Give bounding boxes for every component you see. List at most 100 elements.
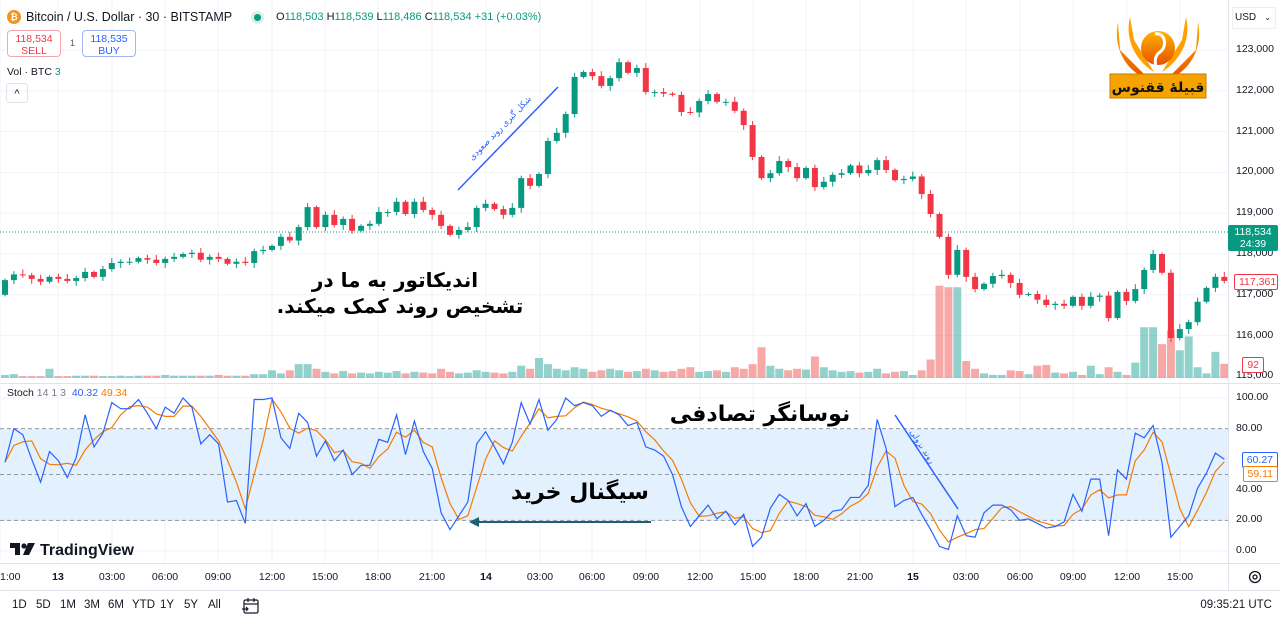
stoch-tick-label: 80.00 <box>1236 421 1263 434</box>
candle-body <box>1043 299 1050 305</box>
range-button-ytd[interactable]: YTD <box>132 599 155 611</box>
candle-body <box>998 274 1005 277</box>
candle-body <box>562 114 569 133</box>
candle-body <box>358 225 364 231</box>
candle-body <box>117 261 124 263</box>
volume-bar <box>339 371 348 378</box>
candle-body <box>277 236 284 246</box>
range-button-3m[interactable]: 3M <box>84 599 100 611</box>
volume-bar <box>1086 365 1095 378</box>
volume-bar <box>1211 351 1220 378</box>
volume-bar <box>107 376 116 378</box>
candle-body <box>776 160 783 174</box>
volume-bar <box>944 287 953 378</box>
stoch-k-line <box>4 397 1225 551</box>
buy-button[interactable]: 118,535 BUY <box>82 30 136 57</box>
volume-bar <box>187 375 196 378</box>
candle-body <box>1185 322 1192 330</box>
candle-body <box>758 156 765 179</box>
sell-button[interactable]: 118,534 SELL <box>7 30 61 57</box>
stoch-legend[interactable]: Stoch 14 1 3 40.32 49.34 <box>7 387 128 399</box>
volume-bar <box>508 371 517 378</box>
candle-body <box>2 280 8 295</box>
volume-bar <box>1033 365 1042 378</box>
volume-legend[interactable]: Vol · BTC 3 <box>7 66 61 78</box>
candle-body <box>82 271 89 279</box>
price-tick-label: 121,000 <box>1236 124 1274 137</box>
volume-bar <box>891 371 899 378</box>
candle-body <box>126 261 133 263</box>
time-tick-label: 21:00 <box>418 571 446 583</box>
volume-bar <box>276 373 285 378</box>
candle-body <box>1007 274 1014 283</box>
candle-body <box>473 207 480 228</box>
collapse-legend-button[interactable]: ^ <box>6 83 28 103</box>
volume-bar <box>303 364 312 378</box>
currency-select[interactable]: USD ⌄ <box>1232 7 1276 29</box>
volume-bar <box>917 370 926 378</box>
candle-body <box>215 256 222 259</box>
volume-bar <box>695 371 704 378</box>
candle-body <box>28 275 35 279</box>
range-button-1y[interactable]: 1Y <box>160 599 175 611</box>
volume-bar <box>971 368 980 378</box>
uptrend-line[interactable] <box>457 86 559 191</box>
candle-body <box>482 203 489 208</box>
calendar-goto-icon[interactable] <box>242 598 259 614</box>
volume-bar <box>953 287 962 378</box>
volume-bar <box>766 365 775 378</box>
symbol-title[interactable]: Bitcoin / U.S. Dollar · 30 · BITSTAMP <box>26 10 233 24</box>
candle-body <box>322 214 329 228</box>
stoch-tick-label: 40.00 <box>1236 482 1263 495</box>
downtrend-line[interactable] <box>894 414 959 510</box>
candle-body <box>206 256 213 260</box>
candle-body <box>803 167 809 179</box>
current-price-label: 118,534 24:39 <box>1228 225 1278 251</box>
candles <box>2 58 1228 343</box>
candle-body <box>633 67 640 73</box>
candle-body <box>1078 296 1085 306</box>
volume-bar <box>864 371 873 378</box>
volume-bar <box>757 347 766 378</box>
candle-body <box>242 261 249 263</box>
candle-body <box>580 72 587 77</box>
range-button-1m[interactable]: 1M <box>60 599 76 611</box>
market-open-status-dot[interactable] <box>251 11 264 24</box>
volume-bar <box>9 374 18 378</box>
candle-body <box>73 278 80 281</box>
volume-bar <box>1069 371 1077 378</box>
volume-bar <box>1193 367 1202 378</box>
time-tick-label: 06:00 <box>1006 571 1034 583</box>
candle-body <box>295 227 302 241</box>
candle-body <box>642 67 649 93</box>
candle-body <box>135 258 142 262</box>
range-button-5d[interactable]: 5D <box>36 599 51 611</box>
range-button-6m[interactable]: 6M <box>108 599 124 611</box>
volume-bar <box>570 367 579 378</box>
volume-bar <box>428 373 437 378</box>
range-button-1d[interactable]: 1D <box>12 599 27 611</box>
volume-bar <box>980 373 988 378</box>
candle-body <box>233 261 240 264</box>
volume-bars <box>1 285 1229 378</box>
volume-bar <box>561 370 570 378</box>
volume-bar <box>579 368 588 378</box>
volume-bar <box>241 375 250 378</box>
volume-bar <box>1 374 9 378</box>
volume-bar <box>935 285 944 378</box>
range-button-all[interactable]: All <box>208 599 221 611</box>
candle-body <box>892 169 898 181</box>
settings-gear-icon[interactable] <box>1248 570 1262 584</box>
volume-bar <box>1006 370 1015 378</box>
candle-body <box>874 160 881 170</box>
candle-body <box>847 165 854 174</box>
volume-bar <box>499 373 508 378</box>
volume-bar <box>926 359 935 378</box>
buy-signal-annotation: سیگنال خرید <box>511 480 649 505</box>
range-button-5y[interactable]: 5Y <box>184 599 199 611</box>
candle-body <box>509 207 516 215</box>
price-tick-label: 117,000 <box>1236 287 1274 300</box>
volume-bar <box>490 372 499 378</box>
clock[interactable]: 09:35:21 UTC <box>1200 599 1272 611</box>
